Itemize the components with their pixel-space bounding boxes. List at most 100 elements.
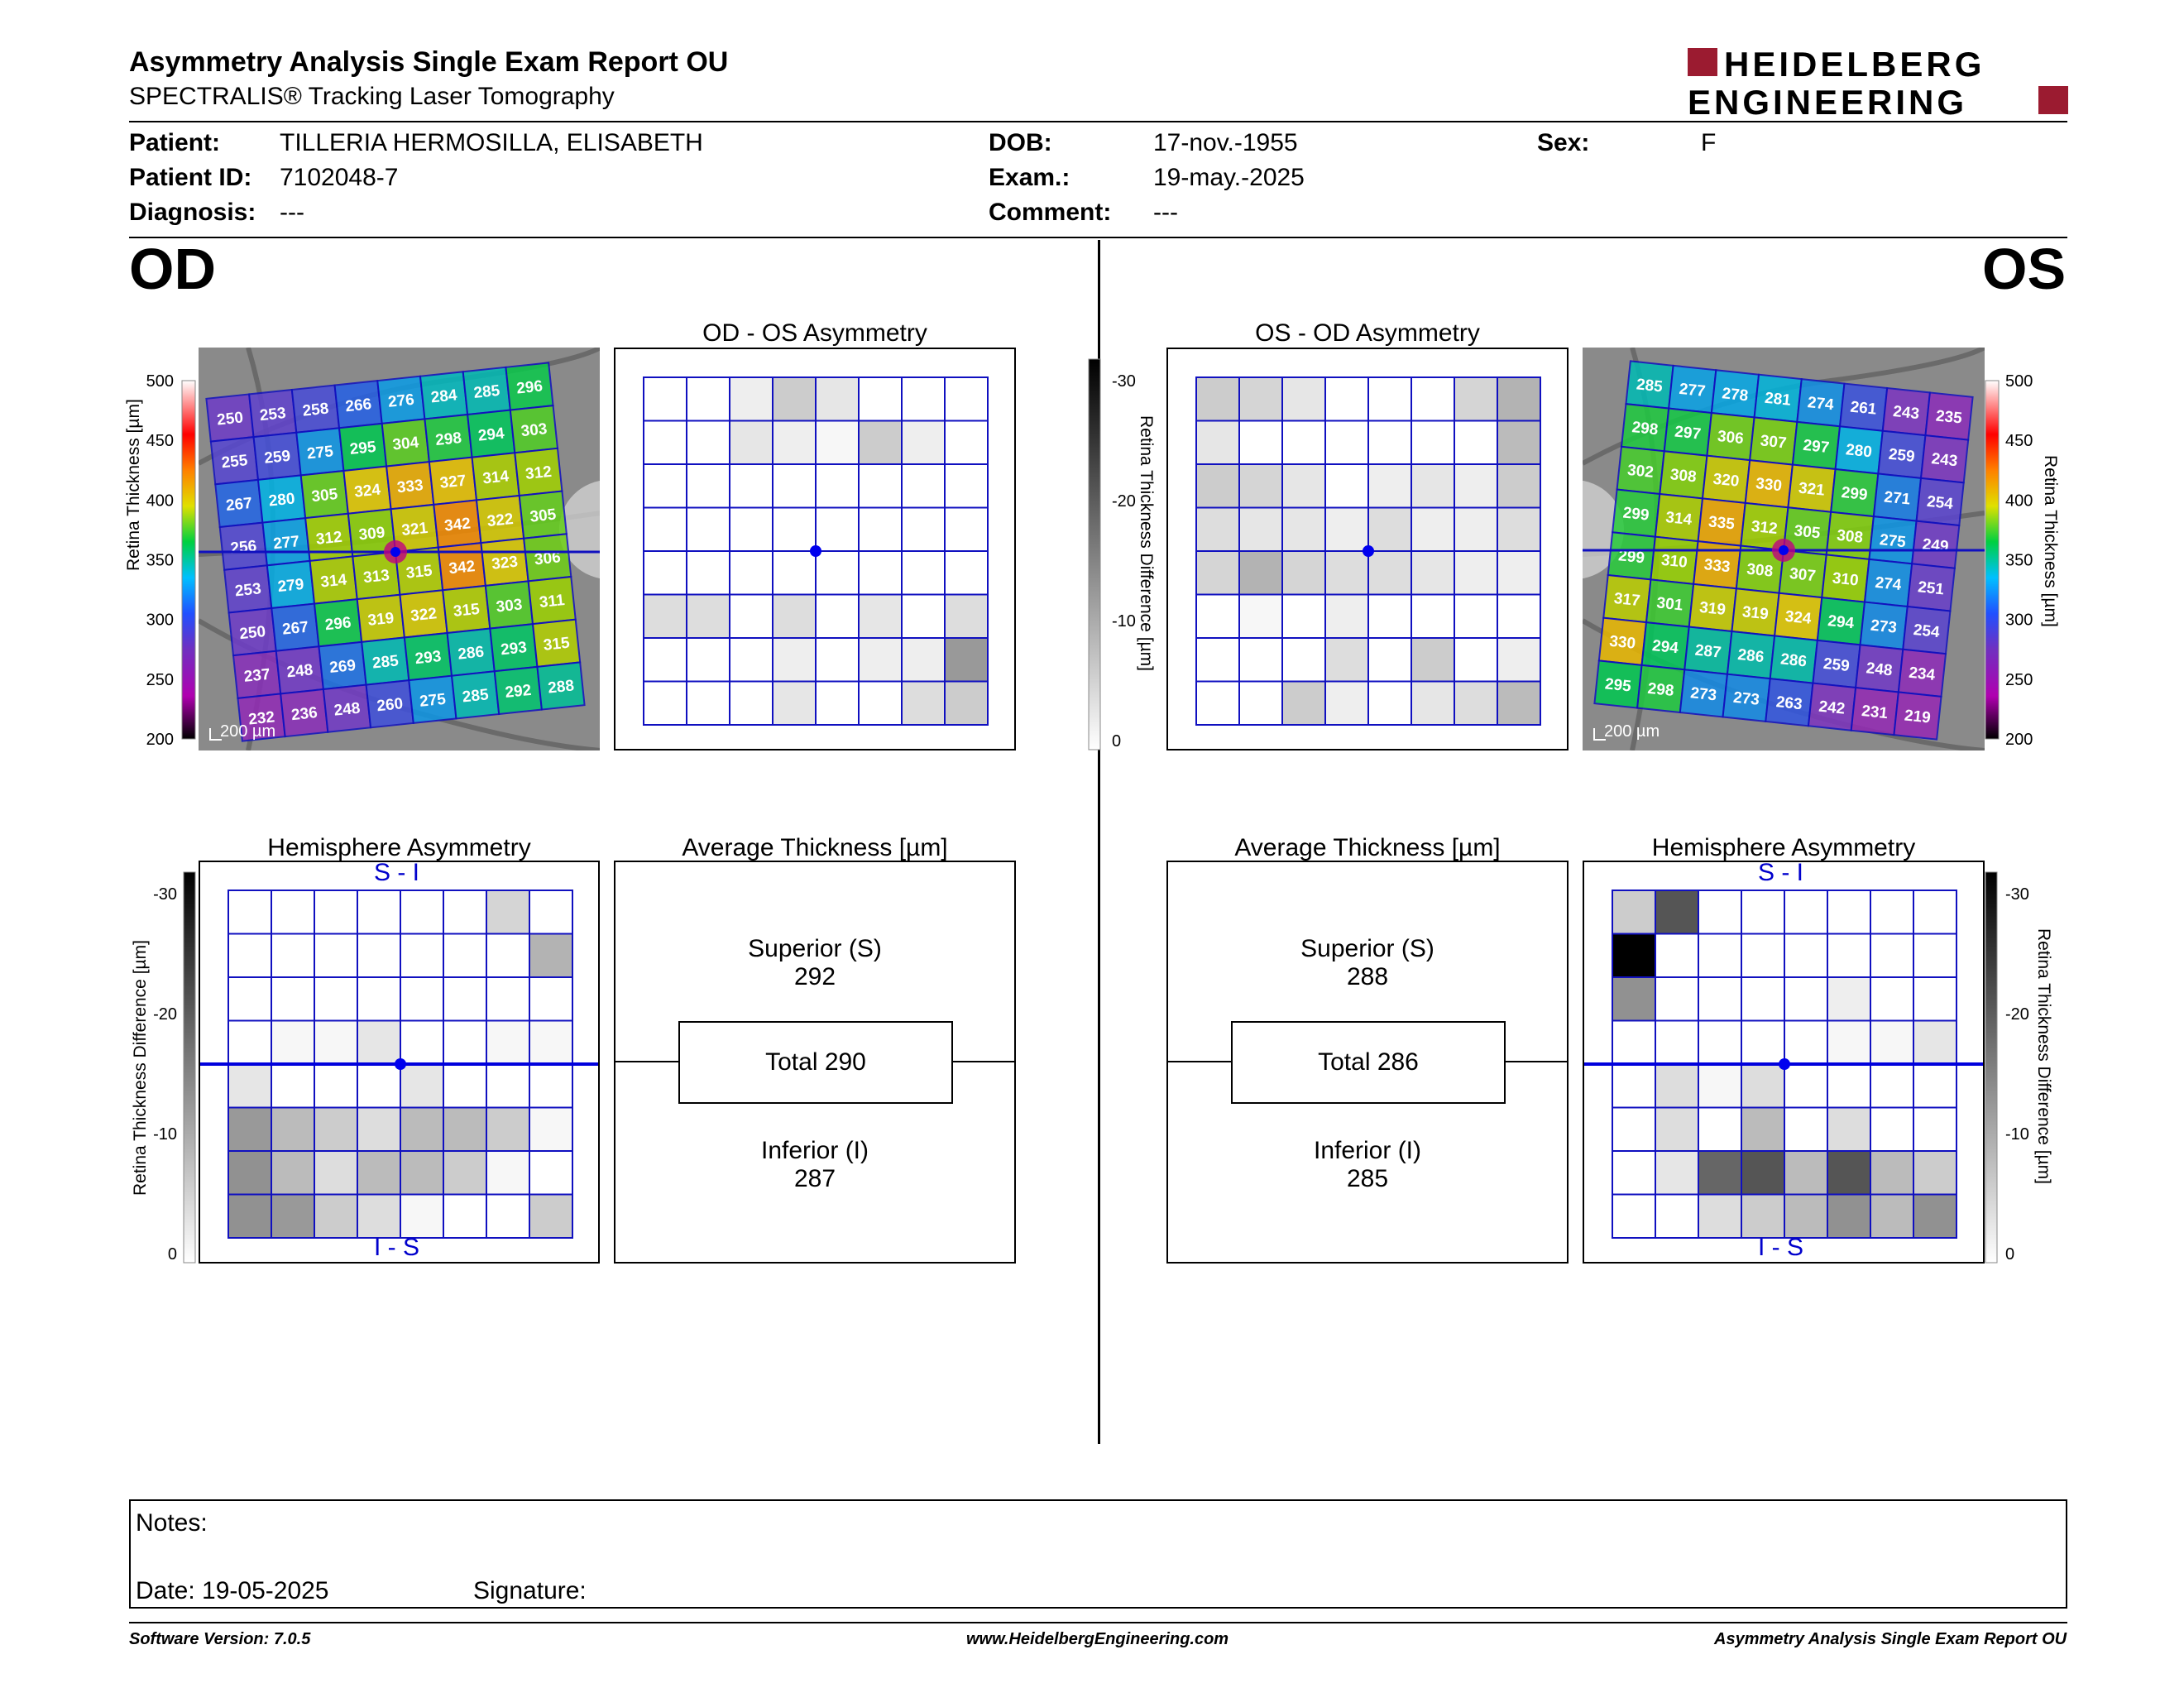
thickness-value: 259 (1822, 655, 1851, 675)
grid-cell (314, 1150, 358, 1196)
fovea-center (390, 547, 400, 557)
grid-cell (1410, 376, 1455, 422)
thickness-value: 242 (1818, 698, 1846, 718)
grid-cell (271, 933, 315, 978)
grid-cell (1281, 463, 1326, 509)
thickness-value: 296 (324, 614, 352, 634)
report-title: Asymmetry Analysis Single Exam Report OU (129, 46, 729, 78)
notes-label: Notes: (136, 1509, 208, 1537)
od-asym-title: OD - OS Asymmetry (702, 319, 927, 347)
grid-cell (1195, 680, 1240, 726)
os-thickness-colorbar: 500 450 400 350 300 250 200 (1985, 372, 2033, 749)
patient-value: TILLERIA HERMOSILLA, ELISABETH (280, 129, 703, 156)
grid-cell (643, 550, 687, 596)
grid-cell (1324, 680, 1369, 726)
thickness-value: 312 (315, 529, 343, 549)
grid-cell (1497, 593, 1541, 639)
patient-divider (129, 237, 2067, 238)
thickness-value: 259 (1888, 446, 1916, 466)
center-diff-colorbar: -30 -20 -10 0 (1088, 358, 1136, 750)
grid-cell (1497, 376, 1541, 422)
thickness-value: 335 (1707, 513, 1736, 533)
thickness-value: 277 (1679, 381, 1707, 400)
grid-cell (643, 463, 687, 509)
diff-tick-label: -10 (2005, 1125, 2029, 1144)
thickness-tick-label: 400 (146, 492, 174, 510)
thickness-value: 288 (547, 677, 575, 697)
grid-cell (443, 1150, 487, 1196)
os-superior-value: 288 (1346, 963, 1389, 990)
thickness-value: 280 (1845, 441, 1873, 461)
grid-cell (772, 376, 817, 422)
grid-cell (1324, 420, 1369, 465)
thickness-tick-label: 200 (2005, 731, 2033, 749)
diff-tick-label: -20 (2005, 1005, 2029, 1024)
grid-cell (1655, 976, 1699, 1022)
thickness-value: 299 (1841, 484, 1869, 504)
thickness-value: 322 (486, 511, 515, 530)
grid-cell (529, 1019, 573, 1065)
od-eye-label: OD (129, 237, 216, 301)
grid-cell (400, 933, 444, 978)
signature-label: Signature: (473, 1577, 587, 1604)
thickness-value: 314 (319, 571, 347, 591)
exam-value: 19-may.-2025 (1153, 164, 1305, 191)
comment-value: --- (1153, 199, 1178, 226)
thickness-value: 248 (333, 700, 362, 720)
grid-cell (729, 420, 774, 465)
grid-cell (1367, 680, 1412, 726)
grid-cell (486, 1019, 530, 1065)
grid-cell (1238, 680, 1283, 726)
grid-cell (1612, 1150, 1656, 1196)
od-thickness-map: 250 253 258 266 276 284 285 296 255 259 275 295 304 2… (199, 348, 600, 750)
grid-cell (1367, 376, 1412, 422)
grid-cell (1655, 1019, 1699, 1065)
grid-cell (443, 1019, 487, 1065)
grid-cell (1870, 890, 1914, 935)
thickness-cell (1893, 691, 1942, 741)
grid-cell (486, 1063, 530, 1109)
od-total-box: Total 290 (678, 1021, 953, 1104)
grid-cell (400, 1106, 444, 1152)
thickness-value: 319 (367, 610, 395, 630)
fovea-marker (395, 1058, 406, 1070)
thickness-value: 287 (1694, 642, 1722, 662)
thickness-value: 305 (1794, 522, 1822, 542)
grid-cell (228, 1193, 272, 1239)
grid-cell (486, 1106, 530, 1152)
thickness-value: 285 (371, 652, 400, 672)
grid-cell (1698, 976, 1742, 1022)
grid-cell (357, 976, 401, 1022)
grid-cell (729, 506, 774, 552)
sex-value: F (1701, 129, 1717, 156)
grid-cell (443, 1193, 487, 1239)
grid-cell (400, 1193, 444, 1239)
thickness-value: 273 (1732, 689, 1760, 709)
grid-cell (772, 463, 817, 509)
grid-cell (1410, 637, 1455, 683)
grid-cell (1612, 1063, 1656, 1109)
grid-cell (1324, 463, 1369, 509)
thickness-value: 286 (457, 644, 485, 664)
thickness-value: 274 (1875, 574, 1903, 594)
os-hemi-panel (1583, 861, 1985, 1264)
grid-cell (1497, 680, 1541, 726)
thickness-value: 236 (290, 704, 318, 724)
thickness-value: 235 (1935, 407, 1963, 427)
grid-cell (686, 680, 730, 726)
grid-cell (858, 680, 903, 726)
thickness-value: 298 (1631, 419, 1660, 439)
diff-tick-label: -10 (153, 1125, 177, 1144)
thickness-value: 305 (311, 486, 339, 506)
os-hemi-bottom-label: I - S (1758, 1234, 1804, 1261)
grid-cell (1612, 976, 1656, 1022)
thickness-value: 279 (277, 576, 305, 596)
grid-cell (1870, 1063, 1914, 1109)
diff-tick-label: -30 (2005, 885, 2029, 904)
thickness-value: 294 (477, 424, 505, 444)
thickness-value: 311 (539, 592, 566, 611)
grid-cell (686, 463, 730, 509)
grid-cell (1698, 1063, 1742, 1109)
grid-cell (529, 976, 573, 1022)
thickness-value: 308 (1836, 527, 1864, 547)
